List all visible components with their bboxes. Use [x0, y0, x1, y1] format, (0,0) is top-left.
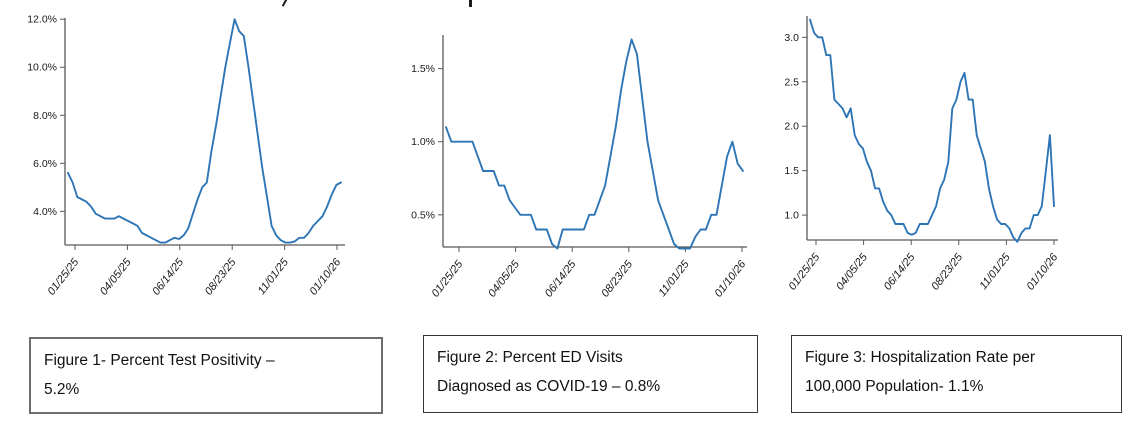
x-tick-label: 01/10/26 — [713, 258, 749, 300]
chart-ed-visits: 0.5% 1.0% 1.5% 01/25/25 04/05/25 06/14/25 08/2… — [411, 35, 749, 300]
caption-line: Figure 1- Percent Test Positivity – — [44, 352, 275, 369]
x-tick-label: 11/01/25 — [977, 251, 1013, 292]
x-tick-label: 04/05/25 — [98, 256, 134, 298]
y-tick-label: 12.0% — [27, 14, 57, 26]
caption-line: 5.2% — [44, 381, 80, 398]
chart-hospitalization: 1.0 1.5 2.0 2.5 3.0 01/25/25 04/05/25 06/14/25 0… — [784, 16, 1061, 293]
caption-line: 100,000 Population- 1.1% — [805, 378, 984, 395]
y-tick-label: 10.0% — [27, 62, 57, 74]
y-tick-label: 6.0% — [33, 158, 57, 170]
x-tick-label: 01/10/26 — [1025, 251, 1061, 293]
x-tick-label: 04/05/25 — [486, 258, 522, 300]
y-tick-label: 1.0% — [411, 136, 435, 148]
x-tick-label: 01/25/25 — [787, 251, 823, 293]
y-tick-label: 0.5% — [411, 209, 435, 221]
y-tick-label: 2.0 — [784, 121, 799, 133]
x-tick-label: 01/25/25 — [430, 258, 466, 300]
x-tick-label: 08/23/25 — [599, 258, 635, 300]
trend-line — [67, 18, 342, 244]
caption-box-figure-3: Figure 3: Hospitalization Rate per 100,0… — [791, 335, 1122, 413]
y-tick-label: 4.0% — [33, 206, 57, 218]
caption-line: Figure 2: Percent ED Visits — [437, 349, 623, 366]
x-tick-label: 08/23/25 — [929, 251, 965, 293]
caption-line: Diagnosed as COVID-19 – 0.8% — [437, 378, 661, 395]
x-tick-label: 11/01/25 — [656, 258, 692, 299]
y-tick-label: 1.5 — [784, 165, 799, 177]
x-tick-label: 08/23/25 — [203, 256, 239, 298]
caption-line: Figure 3: Hospitalization Rate per — [805, 349, 1036, 366]
x-tick-label: 06/14/25 — [543, 258, 579, 300]
y-tick-label: 2.5 — [784, 76, 799, 88]
chart-test-positivity: 4.0% 6.0% 8.0% 10.0% 12.0% 01/25/25 04/05/25 06… — [27, 14, 345, 298]
trend-line — [809, 18, 1055, 243]
x-tick-label: 04/05/25 — [834, 251, 870, 293]
y-tick-label: 1.0 — [784, 210, 799, 222]
x-tick-label: 06/14/25 — [150, 256, 186, 298]
cropped-text-fragment — [469, 0, 472, 7]
x-tick-label: 01/10/26 — [308, 256, 344, 298]
x-tick-label: 06/14/25 — [882, 251, 918, 293]
caption-figure-1: Figure 1- Percent Test Positivity – 5.2% — [31, 339, 381, 404]
x-tick-label: 11/01/25 — [256, 256, 292, 297]
caption-figure-2: Figure 2: Percent ED Visits Diagnosed as… — [424, 336, 757, 401]
x-tick-label: 01/25/25 — [46, 256, 82, 298]
caption-figure-3: Figure 3: Hospitalization Rate per 100,0… — [792, 336, 1121, 401]
y-tick-label: 1.5% — [411, 63, 435, 75]
caption-box-figure-2: Figure 2: Percent ED Visits Diagnosed as… — [423, 335, 758, 413]
trend-line — [445, 38, 744, 250]
y-tick-label: 8.0% — [33, 110, 57, 122]
caption-box-figure-1: Figure 1- Percent Test Positivity – 5.2% — [29, 337, 383, 414]
y-tick-label: 3.0 — [784, 32, 799, 44]
